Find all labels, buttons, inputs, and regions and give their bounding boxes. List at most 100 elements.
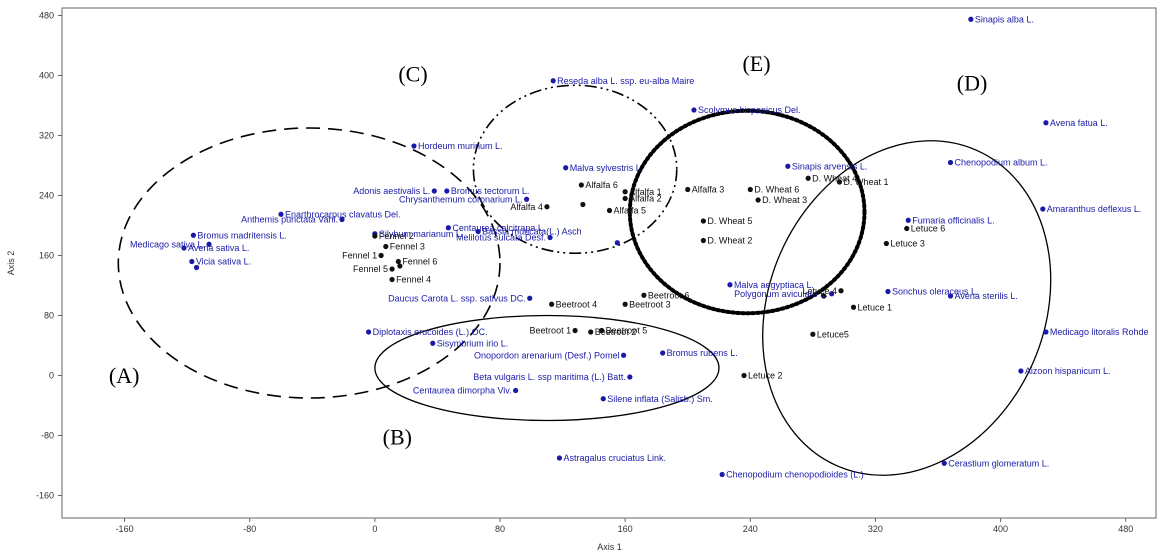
species-label: Vicia sativa L. [196,257,251,267]
plot-frame [61,7,1157,519]
species-label: Onopordon arenarium (Desf.) Pomel [474,350,620,360]
species-point [1043,329,1049,335]
species-label: Sonchus oleraceus L. [892,287,979,297]
y-tick-label: 240 [39,191,54,201]
species-point [614,240,620,246]
species-label: Medicago sativa L. [130,239,205,249]
species-point [193,264,200,271]
site-point [850,304,857,310]
species-label: Chrysanthemum coronarium L. [399,194,523,204]
species-point [968,16,974,22]
species-point [339,216,345,223]
site-point [544,204,550,210]
site-label: Alfalfa 6 [585,180,618,190]
site-label: Fennel 6 [402,257,437,267]
species-label: Scolymus hispanicus Del. [698,105,801,115]
species-label: Fumaria officinalis L. [912,215,994,225]
site-point [606,207,613,214]
species-label: Bassia muricata(L.) Asch [482,227,582,237]
site-point [883,240,889,247]
x-tick-label: 480 [1118,524,1133,534]
group-label: (C) [398,62,427,87]
species-label: Reseda alba L. ssp. eu-alba Maire [557,76,694,86]
site-label: Letuce 3 [890,239,925,249]
species-label: Aizoon hispanicum L. [1025,366,1111,376]
data-points [181,16,1049,478]
species-label: Bromus madritensis L. [197,230,287,240]
group-ellipse [627,108,867,316]
group-ellipse [117,127,501,399]
species-label: Daucus Carota L. ssp. sativus DC. [388,293,526,303]
site-point [383,243,389,250]
axis-ticks: -160 -80 0 80 160 240 320 400 480 -160 -80 0 80 160 24… [36,11,1133,535]
x-axis-title: Axis 1 [597,542,622,552]
group-ellipse [374,314,720,422]
x-tick-label: 400 [993,524,1008,534]
site-label: Beetroot 4 [556,299,598,309]
species-label: Centaurea calcitrapa L. [452,223,545,233]
site-point [549,301,555,307]
species-label: Amaranthus deflexus L. [1047,204,1142,214]
species-label: Malva aegyptiaca L. [734,280,814,290]
species-point [475,228,481,235]
site-point [378,252,384,259]
group-ellipse [762,140,1052,476]
species-label: Avena fatua L. [1050,118,1108,128]
site-label: D. Wheat 5 [707,216,752,226]
site-point [395,258,401,265]
species-point [430,340,436,346]
site-label: Beetroot 3 [629,299,671,309]
species-label: Chenopodium album L. [955,158,1048,168]
site-point [622,301,628,307]
site-label: Letuce 4 [802,286,837,296]
x-tick-label: -160 [116,524,134,534]
species-label: Sisymbrium irio L. [437,338,509,348]
site-point [700,237,706,244]
species-point [411,143,417,149]
site-point [805,175,811,181]
site-label: Alfalfa 1 [629,187,662,197]
species-label: Polygonum aviculare L. [734,289,828,299]
group-label: (B) [383,425,412,450]
species-label: Avena sativa L. [188,243,249,253]
group-label: (A) [109,363,140,388]
species-point [785,163,791,169]
site-point [599,327,605,334]
y-tick-label: -80 [41,431,54,441]
species-point [189,258,195,265]
site-point [622,189,628,195]
species-point [547,234,553,241]
y-tick-label: 320 [39,131,54,141]
species-label: Medicago litoralis Rohde [1050,327,1149,337]
species-point [885,288,891,295]
site-label: D. Wheat 1 [843,177,888,187]
group-ellipse [472,84,678,255]
site-label: D. Wheat 3 [762,195,807,205]
site-point [685,186,691,193]
site-label: Alfalfa 5 [614,206,647,216]
site-label: Alfalfa 4 [510,202,543,212]
species-label: Avena sterilis L. [955,291,1018,301]
species-point [727,282,733,288]
species-label: Cerastium glomeratum L. [948,458,1049,468]
species-label: Bromus rubens L. [667,348,738,358]
site-point [747,186,753,193]
species-label: Sinapis alba L. [975,14,1034,24]
species-point [905,217,911,223]
species-point [620,352,627,358]
species-label: Silybum marianum L. [379,229,464,239]
site-point [578,182,584,188]
species-label: Malva sylvestris L. [570,163,644,173]
site-point [397,263,403,269]
species-point [550,78,556,84]
species-label: Chenopodium chenopodioides (L.) [726,470,864,480]
species-point [366,329,372,335]
site-label: Letuce 1 [858,302,893,312]
site-label: Fennel 5 [353,264,388,274]
species-point [563,165,569,171]
species-point [444,188,450,194]
species-point [947,293,954,299]
x-tick-label: 320 [868,524,883,534]
group-labels: (A) (B) (C) (E) (D) [109,51,987,450]
